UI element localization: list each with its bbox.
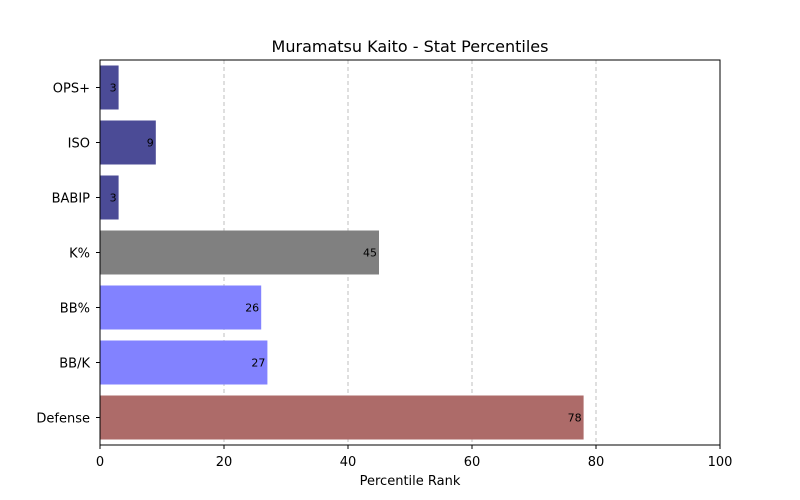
bars (100, 65, 584, 440)
x-tick-label: 100 (708, 455, 733, 470)
bar (100, 120, 156, 165)
data-label: 45 (363, 247, 377, 260)
y-tick-label: K% (69, 247, 90, 262)
y-tick-label: ISO (68, 137, 90, 152)
data-label: 9 (147, 137, 154, 150)
x-tick-label: 80 (588, 455, 605, 470)
bar (100, 65, 119, 110)
x-axis-ticks: 0 20 40 60 80 100 (96, 445, 733, 470)
y-tick-label: BABIP (52, 192, 91, 207)
bar (100, 230, 379, 275)
data-label: 26 (245, 302, 259, 315)
data-label: 78 (568, 412, 582, 425)
data-labels: 3 9 3 45 26 27 78 (110, 82, 582, 425)
bar (100, 340, 268, 385)
x-tick-label: 20 (216, 455, 233, 470)
x-tick-label: 60 (464, 455, 481, 470)
chart-title: Muramatsu Kaito - Stat Percentiles (272, 37, 549, 56)
y-tick-label: BB/K (59, 357, 90, 372)
y-tick-label: BB% (60, 302, 90, 317)
data-label: 3 (110, 192, 117, 205)
x-axis-label: Percentile Rank (360, 474, 461, 489)
x-tick-label: 40 (340, 455, 357, 470)
bar (100, 285, 262, 330)
x-tick-label: 0 (96, 455, 104, 470)
data-label: 27 (251, 357, 265, 370)
bar (100, 395, 584, 440)
data-label: 3 (110, 82, 117, 95)
y-tick-label: OPS+ (53, 82, 90, 97)
y-axis-ticks: OPS+ ISO BABIP K% BB% BB/K Defense (36, 82, 100, 427)
y-tick-label: Defense (36, 412, 90, 427)
plot-frame (99, 59, 721, 446)
bar (100, 175, 119, 220)
